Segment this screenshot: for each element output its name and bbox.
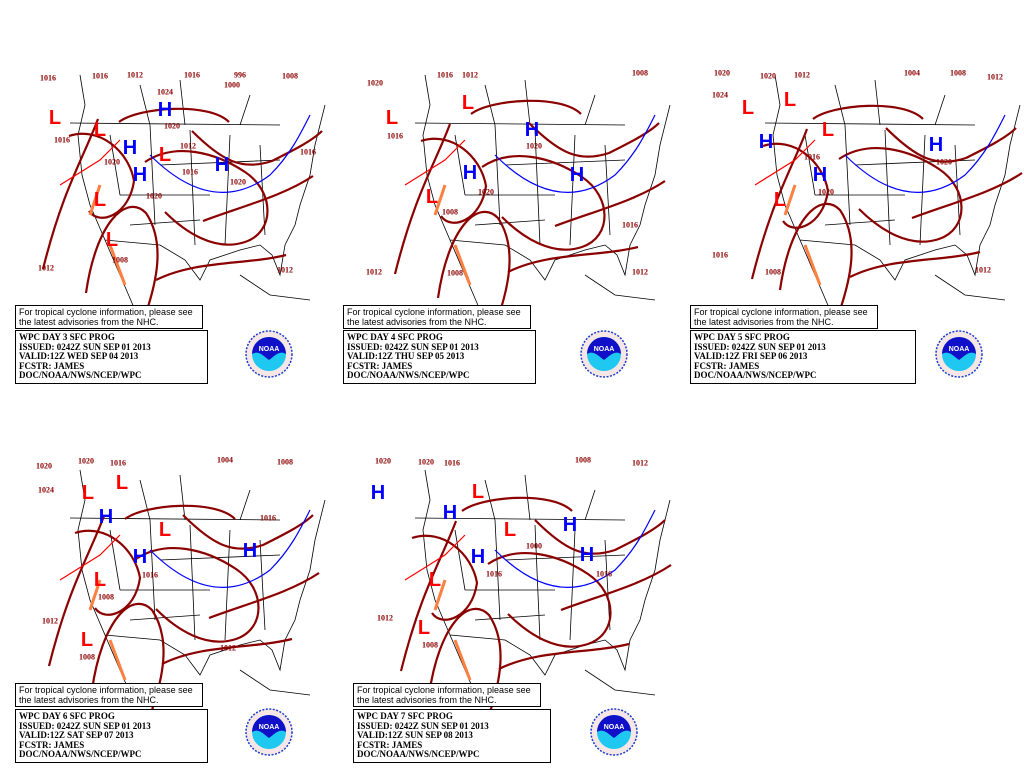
isobar <box>911 172 1023 220</box>
cold-front <box>844 114 1006 194</box>
isobar <box>560 564 672 612</box>
warm-front <box>59 534 121 581</box>
weather-map-day-3 <box>41 74 326 314</box>
isobar <box>155 253 287 281</box>
isobar <box>161 637 293 665</box>
isobar <box>885 127 1017 163</box>
isobar <box>393 123 452 275</box>
isobar <box>750 128 809 280</box>
trough <box>88 579 127 681</box>
warm-front <box>754 139 816 186</box>
isobar <box>84 206 159 314</box>
isobar <box>534 519 666 555</box>
isobar <box>399 520 458 672</box>
isobar <box>191 130 323 166</box>
isobar <box>41 118 100 270</box>
isobar <box>144 150 269 246</box>
coastline-borders <box>414 74 671 311</box>
isobar <box>554 180 666 228</box>
warm-front <box>404 139 466 186</box>
isobar <box>202 175 314 223</box>
cold-front <box>494 114 656 194</box>
weather-map-day-6 <box>47 469 326 711</box>
trough <box>88 184 127 286</box>
coastline-borders <box>414 469 671 706</box>
isobar <box>436 211 511 319</box>
isobar <box>481 155 606 251</box>
isobar <box>470 99 582 115</box>
cold-front <box>149 114 311 194</box>
isobar <box>118 107 230 123</box>
coastline-borders <box>69 469 326 706</box>
isobar <box>498 642 630 670</box>
isobar <box>68 132 136 219</box>
isobar <box>528 122 660 158</box>
isobar <box>208 572 320 620</box>
isobar <box>812 104 924 120</box>
cold-front <box>149 509 311 589</box>
warm-front <box>59 139 121 186</box>
trough <box>433 184 472 286</box>
isobar <box>90 603 165 711</box>
isobar <box>778 203 853 311</box>
trough <box>783 184 822 286</box>
isobar <box>135 547 260 643</box>
isobar <box>838 147 963 243</box>
trough <box>433 579 472 681</box>
isobar <box>461 496 573 512</box>
isobar <box>420 137 488 224</box>
weather-map-day-4 <box>393 74 671 319</box>
isobar <box>411 534 479 621</box>
isobar <box>47 515 106 667</box>
isobar <box>849 250 981 278</box>
weather-map-day-5 <box>750 74 1023 311</box>
cold-front <box>494 509 656 589</box>
isobar <box>487 552 612 648</box>
isobar <box>124 504 236 520</box>
isobar <box>182 514 314 550</box>
isobar <box>74 529 142 616</box>
isobar <box>507 245 639 273</box>
weather-map-day-7 <box>399 469 672 716</box>
warm-front <box>404 534 466 581</box>
isobar <box>762 142 830 229</box>
